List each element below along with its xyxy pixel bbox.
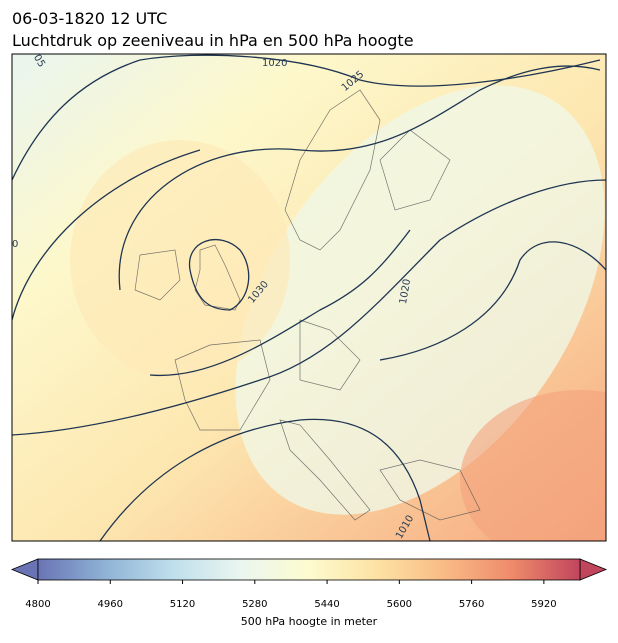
contour-label: 0 [12, 239, 18, 250]
colorbar-tick-label: 5120 [170, 599, 195, 610]
map-frame [11, 53, 607, 542]
contour-label: 1020 [398, 278, 413, 305]
colorbar: 4800 4960 5120 5280 5440 5600 5760 5920 500 hPa … [10, 558, 608, 628]
colorbar-label: 500 hPa hoogte in meter [241, 615, 378, 628]
warm-shade [460, 390, 606, 541]
ridge-shade [70, 140, 290, 380]
colorbar-tick-label: 5920 [531, 599, 556, 610]
colorbar-tick-label: 4800 [25, 599, 50, 610]
isobars [12, 54, 606, 541]
colorbar-tick-label: 4960 [98, 599, 123, 610]
colorbar-tick-label: 5280 [242, 599, 267, 610]
colorbar-extend-high [579, 558, 608, 581]
map [12, 54, 606, 541]
title: 06-03-1820 12 UTC [12, 9, 167, 28]
contour-label: 1020 [262, 58, 287, 69]
colorbar-extend-low [10, 558, 39, 581]
colorbar-body [37, 558, 581, 581]
coastlines [134, 89, 481, 521]
colorbar-tick-label: 5440 [314, 599, 339, 610]
subtitle: Luchtdruk op zeeniveau in hPa en 500 hPa… [12, 31, 414, 50]
colorbar-tick-label: 5760 [459, 599, 484, 610]
colorbar-tick-label: 5600 [387, 599, 412, 610]
